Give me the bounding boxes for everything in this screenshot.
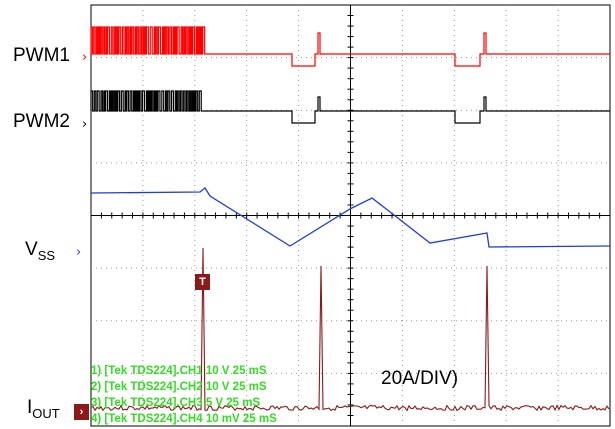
pwm2-label: PWM2 <box>13 111 70 132</box>
legend-line: 4) [Tek TDS224].CH4 10 mV 25 mS <box>91 413 277 425</box>
legend-line: 2) [Tek TDS224].CH2 10 V 25 mS <box>91 381 267 393</box>
vss-label: VSS <box>25 239 56 263</box>
channel-legend: 1) [Tek TDS224].CH1 10 V 25 mS 2) [Tek T… <box>91 363 277 427</box>
pwm2-marker-icon: › <box>82 117 88 132</box>
PWM1-trace <box>90 26 610 67</box>
channel-ref-marker: › <box>74 404 89 420</box>
pwm1-marker-icon: › <box>82 50 88 65</box>
PWM2-trace <box>90 90 610 124</box>
traces <box>90 26 611 412</box>
grid <box>90 4 611 427</box>
vss-marker-icon: › <box>76 245 82 260</box>
current-scale-label: 20A/DIV) <box>381 368 459 389</box>
trigger-marker: T <box>195 274 210 290</box>
legend-line: 1) [Tek TDS224].CH1 10 V 25 mS <box>91 365 267 377</box>
pwm1-label: PWM1 <box>13 45 70 66</box>
iout-label: IOUT <box>27 397 60 421</box>
legend-line: 3) [Tek TDS224].CH3 5 V 25 mS <box>91 397 261 409</box>
IOUT-trace <box>90 247 610 412</box>
VSS-trace <box>90 187 611 248</box>
